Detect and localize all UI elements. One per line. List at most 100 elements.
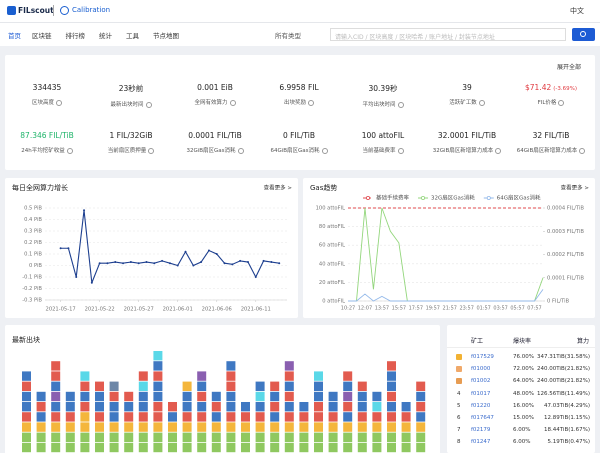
x-tick-label: 2021-05-27 bbox=[124, 307, 154, 313]
block bbox=[284, 402, 294, 412]
stat-value: 87.346 FIL/TiB bbox=[20, 131, 74, 140]
stat-label: 32GiB扇区Gas消耗 bbox=[173, 146, 257, 154]
block bbox=[153, 391, 163, 402]
block bbox=[255, 432, 265, 442]
y-tick-label: 60 attoFIL bbox=[319, 243, 345, 249]
block bbox=[36, 412, 46, 422]
block-rate: 15.00% bbox=[513, 415, 534, 421]
stat-change: (-3.69%) bbox=[553, 86, 577, 92]
miner-link[interactable]: f01247 bbox=[471, 439, 491, 446]
block bbox=[401, 412, 411, 422]
point bbox=[90, 281, 93, 284]
search-button[interactable] bbox=[572, 28, 595, 41]
block bbox=[95, 391, 104, 402]
block bbox=[226, 442, 236, 453]
nav-item[interactable]: 节点地图 bbox=[153, 32, 179, 40]
block bbox=[80, 432, 90, 442]
block bbox=[197, 391, 207, 402]
network[interactable]: Calibration bbox=[72, 6, 111, 14]
info-icon[interactable] bbox=[237, 147, 244, 154]
x-tick-label: 2021-05-22 bbox=[85, 307, 115, 313]
miner-link[interactable]: f017529 bbox=[471, 354, 494, 360]
block bbox=[270, 422, 280, 432]
info-icon[interactable] bbox=[579, 147, 586, 154]
block-rate: 72.00% bbox=[513, 366, 534, 373]
block bbox=[299, 442, 309, 453]
block bbox=[255, 381, 265, 391]
nav-item[interactable]: 首页 bbox=[8, 32, 21, 40]
block bbox=[284, 371, 294, 381]
miner-link[interactable]: f02179 bbox=[471, 427, 491, 434]
x-tick-label: 13:57 bbox=[375, 306, 389, 312]
block bbox=[372, 402, 382, 412]
block bbox=[387, 361, 396, 371]
miner-link[interactable]: f01220 bbox=[471, 402, 491, 409]
nav-item[interactable]: 区块链 bbox=[32, 32, 52, 40]
block bbox=[255, 402, 265, 412]
medal-icon bbox=[456, 354, 462, 360]
x-tick-label: 17:57 bbox=[409, 306, 423, 312]
y-tick-label: 0.3 PiB bbox=[24, 229, 42, 235]
info-icon[interactable] bbox=[66, 147, 73, 154]
block bbox=[51, 442, 61, 453]
nav-item[interactable]: 统计 bbox=[99, 32, 112, 40]
block bbox=[226, 422, 236, 432]
info-icon[interactable] bbox=[478, 99, 485, 106]
nav-item[interactable]: 排行榜 bbox=[65, 32, 86, 40]
block bbox=[109, 412, 119, 422]
info-icon[interactable] bbox=[558, 99, 565, 106]
legend-label: 32G扇区Gas消耗 bbox=[431, 194, 475, 202]
block bbox=[357, 422, 367, 432]
block bbox=[372, 432, 382, 442]
power: 347.31TiB(31.58%) bbox=[537, 354, 590, 360]
type-select[interactable]: 所有类型 bbox=[275, 32, 301, 40]
block bbox=[65, 391, 75, 402]
block bbox=[211, 432, 221, 442]
block bbox=[241, 432, 250, 442]
block bbox=[226, 412, 236, 422]
expand-all[interactable]: 展开全部 bbox=[557, 64, 582, 71]
language[interactable]: 中文 bbox=[570, 7, 584, 15]
nav-item[interactable]: 工具 bbox=[126, 32, 139, 40]
search-placeholder: 请输入CID / 区块高度 / 区块哈希 / 账户地址 / 封装节点地址 bbox=[335, 33, 495, 41]
block bbox=[226, 371, 236, 381]
info-icon[interactable] bbox=[495, 147, 502, 154]
top-bar: FILscout Calibration 中文 bbox=[0, 0, 600, 23]
table-row: 6 f017647 15.00% 12.89TiB(1.15%) bbox=[447, 413, 595, 425]
stat-value: 23秒前 bbox=[118, 84, 144, 93]
point bbox=[184, 250, 187, 253]
block bbox=[211, 442, 221, 453]
block bbox=[51, 422, 61, 432]
miner-link[interactable]: f01002 bbox=[471, 378, 491, 385]
block bbox=[95, 422, 104, 432]
block bbox=[241, 412, 250, 422]
rank: 7 bbox=[457, 427, 461, 434]
block bbox=[270, 381, 280, 391]
y2-tick-label: 0.0003 FIL/TiB bbox=[547, 229, 584, 235]
point bbox=[59, 247, 62, 250]
block bbox=[36, 422, 46, 432]
block bbox=[255, 412, 265, 422]
info-icon[interactable] bbox=[397, 101, 404, 108]
info-icon[interactable] bbox=[308, 99, 314, 106]
miner-link[interactable]: f01017 bbox=[471, 390, 491, 397]
info-icon[interactable] bbox=[229, 99, 236, 106]
block bbox=[328, 432, 338, 442]
power: 47.03TiB(4.29%) bbox=[543, 402, 590, 409]
info-icon[interactable] bbox=[148, 147, 155, 154]
block bbox=[109, 422, 119, 432]
power: 12.89TiB(1.15%) bbox=[543, 415, 590, 421]
block-rate: 64.00% bbox=[513, 378, 534, 385]
info-icon[interactable] bbox=[321, 147, 328, 154]
table-row: f01000 72.00% 240.00TiB(21.82%) bbox=[447, 364, 595, 376]
block bbox=[328, 391, 338, 402]
info-icon[interactable] bbox=[397, 147, 404, 154]
miner-link[interactable]: f01000 bbox=[471, 366, 491, 373]
block bbox=[124, 442, 134, 453]
info-icon[interactable] bbox=[145, 101, 152, 108]
info-icon[interactable] bbox=[56, 99, 62, 106]
search-input[interactable]: 请输入CID / 区块高度 / 区块哈希 / 账户地址 / 封装节点地址 bbox=[330, 28, 566, 41]
miner-link[interactable]: f017647 bbox=[471, 415, 494, 421]
logo[interactable]: FILscout bbox=[18, 6, 54, 15]
block bbox=[357, 381, 367, 391]
